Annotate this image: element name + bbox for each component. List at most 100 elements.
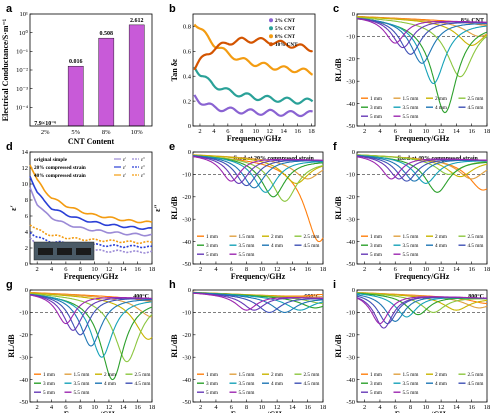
x-tick-label: 10: [252, 128, 259, 135]
x-tick-label: 14: [453, 266, 460, 273]
y-tick-label: -10: [346, 34, 355, 41]
legend-label: 3 mm: [370, 243, 382, 249]
series-line: [193, 66, 314, 105]
x-tick-label: 4: [50, 404, 54, 411]
legend-label: 5 mm: [206, 390, 218, 396]
legend-label: 5.5 mm: [239, 252, 255, 258]
y-tick-label: -40: [19, 377, 28, 384]
legend-label: 1.5 mm: [239, 234, 255, 240]
series-line: [357, 154, 487, 184]
y-tick-label: 10⁻⁴: [16, 105, 29, 112]
x-tick-label: 16: [134, 404, 141, 411]
series-line: [29, 294, 153, 381]
y-tick-label: -40: [182, 377, 191, 384]
legend-label: 2.5 mm: [135, 372, 151, 378]
bar: [98, 37, 115, 127]
x-tick-label: 8: [409, 266, 412, 273]
y-tick-label: -10: [346, 172, 355, 179]
panel-label: d: [6, 141, 13, 153]
y-tick-label: -20: [182, 332, 191, 339]
legend-label: 4.5 mm: [304, 243, 320, 249]
legend-label: 2.5 mm: [468, 372, 484, 378]
legend-label: 1 mm: [370, 372, 382, 378]
x-tick-label: 2: [36, 266, 39, 273]
x-tick-label: 2: [363, 266, 366, 273]
series-line: [192, 156, 323, 182]
panel-annotation: 8% CNT: [461, 18, 484, 24]
y-tick-label: -20: [19, 332, 28, 339]
legend-marker: [269, 26, 273, 31]
series-line: [30, 292, 153, 318]
bar: [67, 65, 84, 127]
x-tick-label: 4: [214, 266, 218, 273]
legend-label: 3.5 mm: [239, 243, 255, 249]
series-line: [193, 23, 314, 76]
series-line: [356, 17, 487, 55]
y-tick-label: -40: [346, 377, 355, 384]
legend-label: 40% compressed strain: [34, 173, 86, 179]
x-tick-label: 18: [149, 266, 156, 273]
y-tick-label: -50: [346, 261, 355, 268]
x-tick-label: 6: [226, 128, 230, 135]
y-tick-label: 0: [352, 287, 355, 294]
x-tick-label: 16: [468, 404, 475, 411]
y-tick-label: -40: [182, 239, 191, 246]
x-tick-label: 12: [438, 128, 445, 135]
legend-label: 4.5 mm: [468, 243, 484, 249]
legend-key-label: ε″: [141, 165, 145, 171]
x-tick-label: 10: [91, 404, 98, 411]
legend-label: 5.5 mm: [403, 390, 419, 396]
series-line: [193, 36, 313, 71]
y-tick-label: 6: [25, 213, 29, 220]
plot-frame: [29, 13, 153, 127]
x-tick-label: 12: [438, 404, 445, 411]
legend-label: 5% CNT: [275, 26, 296, 32]
y-axis-label: RL/dB: [7, 334, 16, 358]
y-tick-label: 10⁻¹: [16, 49, 28, 56]
x-tick-label: 8: [409, 404, 412, 411]
x-tick-label: 10: [259, 266, 266, 273]
legend-label: 5 mm: [206, 252, 218, 258]
y-tick-label: 12: [22, 165, 29, 172]
y-tick-label: -20: [182, 194, 191, 201]
legend-label: 4.5 mm: [468, 105, 484, 111]
y-tick-label: 0: [25, 287, 28, 294]
x-tick-label: 14: [120, 404, 127, 411]
legend-label: 5.5 mm: [239, 390, 255, 396]
x-tick-label: 12: [106, 266, 113, 273]
panel-h: h 2 4 6 8 10 12 14 16 18 0 -10 -20 -30 -40 -50 Frequency…: [169, 279, 326, 413]
legend-marker: [269, 42, 273, 47]
panel-f: f 2 4 6 8 10 12 14 16 18 0 -10 -20 -30 -40 -50 Frequency…: [333, 141, 490, 281]
legend-label: 1.5 mm: [74, 372, 90, 378]
plot-frame: [192, 289, 324, 403]
panel-c: c 2 4 6 8 10 12 14 16 18 0 -10 -20 -30 -40 -50 Frequency…: [333, 3, 490, 143]
x-tick-label: 6: [394, 404, 398, 411]
y-axis-label: RL/dB: [170, 196, 179, 220]
panel-label: h: [169, 279, 176, 291]
x-axis-label: Frequency/GHz: [395, 134, 450, 143]
legend-label: original simple: [34, 157, 68, 163]
series-line: [356, 17, 487, 64]
y-tick-label: 0.8: [183, 24, 191, 31]
x-tick-label: 12: [438, 266, 445, 273]
plot-frame: [192, 151, 324, 265]
legend-label: 20% compressed strain: [34, 165, 86, 171]
x-tick-label: 4: [50, 266, 54, 273]
series-line: [29, 176, 153, 231]
y-tick-label: -30: [182, 354, 191, 361]
legend-label: 4.5 mm: [468, 381, 484, 387]
x-tick-label: 4: [214, 404, 218, 411]
x-axis-label: Frequency/GHz: [64, 410, 119, 413]
x-tick-label: 8: [409, 128, 412, 135]
legend-label: 3.5 mm: [403, 105, 419, 111]
x-tick-label: 12: [266, 128, 273, 135]
x-tick-label: 8: [79, 266, 82, 273]
panel-label: c: [333, 3, 339, 15]
y-tick-label: -10: [182, 310, 191, 317]
legend-label: 10% CNT: [275, 42, 298, 48]
y-tick-label: -10: [182, 172, 191, 179]
x-axis-label: Frequency/GHz: [395, 410, 450, 413]
panel-label: a: [6, 3, 13, 15]
legend-label: 1.5 mm: [239, 372, 255, 378]
series-line: [193, 155, 324, 189]
